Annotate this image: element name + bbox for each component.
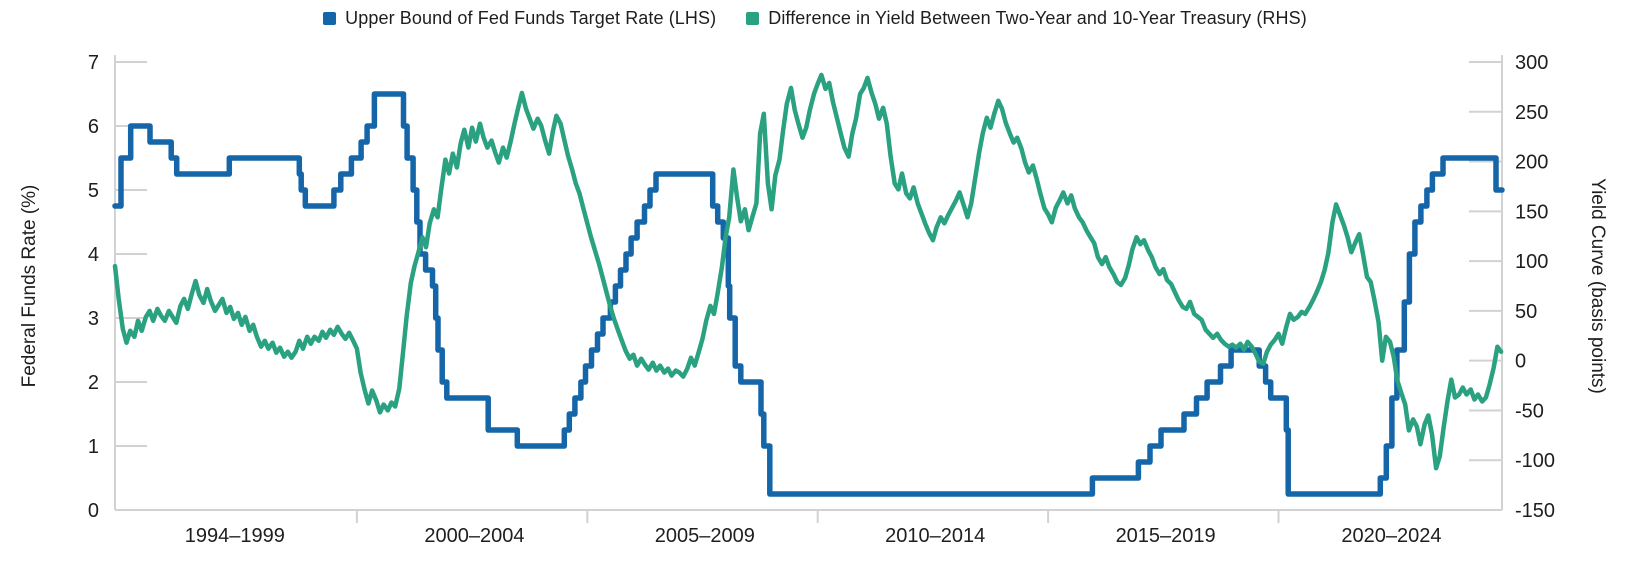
left-axis-tick-label: 5 [88,180,99,202]
left-axis-tick-label: 1 [88,436,99,458]
right-axis-tick-label: 50 [1515,301,1537,323]
right-axis-tick-label: 100 [1515,251,1548,273]
left-axis-tick-label: 0 [88,500,99,522]
right-axis-tick-label: 300 [1515,52,1548,74]
left-axis-tick-label: 3 [88,308,99,330]
left-axis-title: Federal Funds Rate (%) [19,184,40,388]
right-axis-tick-label: 150 [1515,201,1548,223]
legend-item-fed-funds: Upper Bound of Fed Funds Target Rate (LH… [323,8,716,29]
right-axis-title: Yield Curve (basis points) [1587,178,1608,394]
chart-legend: Upper Bound of Fed Funds Target Rate (LH… [0,8,1630,29]
x-axis-label: 2015–2019 [1116,525,1216,547]
yield-spread-line [112,72,1504,471]
x-axis-label: 2020–2024 [1341,525,1441,547]
fed-funds-line [112,91,1505,497]
left-axis-tick-label: 4 [88,244,99,266]
left-axis-tick-label: 2 [88,372,99,394]
right-axis-tick-label: -50 [1515,400,1544,422]
legend-label-fed-funds: Upper Bound of Fed Funds Target Rate (LH… [345,8,717,28]
left-axis-tick-label: 7 [88,52,99,74]
left-axis-tick-label: 6 [88,116,99,138]
fed-funds-legend-swatch-icon [323,12,337,25]
right-axis-tick-label: 250 [1515,102,1548,124]
right-axis-tick-label: -100 [1515,450,1555,472]
yield-spread-legend-swatch-icon [746,12,760,25]
legend-label-yield-spread: Difference in Yield Between Two-Year and… [768,8,1307,28]
x-axis-label: 1994–1999 [185,525,285,547]
x-axis-label: 2000–2004 [424,525,524,547]
x-axis-label: 2010–2014 [885,525,985,547]
right-axis-tick-label: 200 [1515,152,1548,174]
legend-item-yield-spread: Difference in Yield Between Two-Year and… [746,8,1307,29]
right-axis-tick-label: -150 [1515,500,1555,522]
x-axis-label: 2005–2009 [655,525,755,547]
right-axis-tick-label: 0 [1515,351,1526,373]
